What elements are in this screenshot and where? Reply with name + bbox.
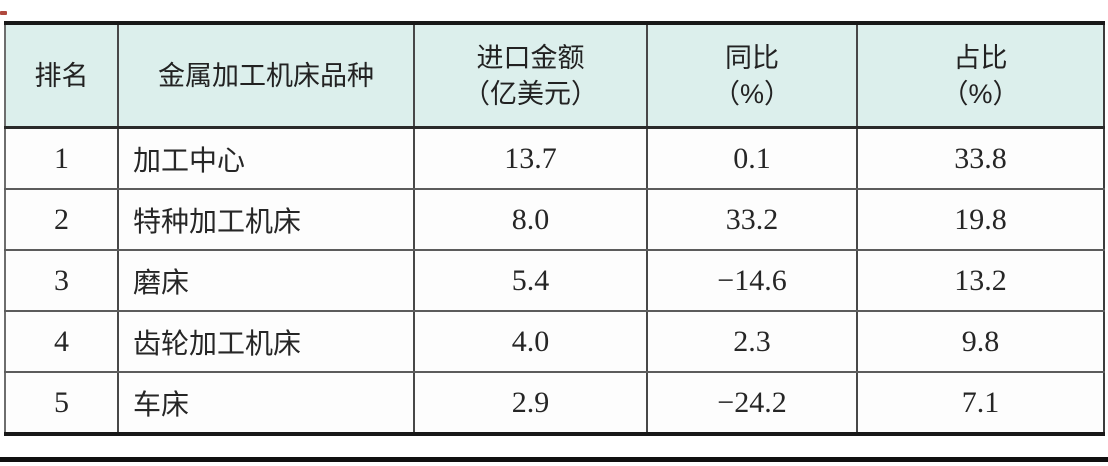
cell-share: 33.8 xyxy=(856,127,1104,190)
page-bottom-rule xyxy=(0,457,1108,462)
table-row: 5 车床 2.9 −24.2 7.1 xyxy=(5,372,1104,434)
table-row: 2 特种加工机床 8.0 33.2 19.8 xyxy=(5,189,1104,251)
header-share-line1: 占比 xyxy=(953,42,1008,73)
cell-share: 13.2 xyxy=(856,250,1104,312)
scan-artifact-red-mark xyxy=(0,11,7,15)
cell-yoy: −14.6 xyxy=(646,250,857,312)
cell-import-amount: 8.0 xyxy=(413,189,647,251)
cell-category: 特种加工机床 xyxy=(117,189,414,251)
table-header: 排名 金属加工机床品种 进口金额 （亿美元） 同比 （%） 占比 （%） xyxy=(5,23,1104,129)
machine-tool-import-table: 排名 金属加工机床品种 进口金额 （亿美元） 同比 （%） 占比 （%） 1 xyxy=(4,21,1105,436)
header-yoy-line1: 同比 xyxy=(725,42,779,73)
header-yoy-line2: （%） xyxy=(712,78,791,109)
cell-import-amount: 2.9 xyxy=(413,372,647,434)
cell-import-amount: 5.4 xyxy=(413,250,647,312)
header-cell-share: 占比 （%） xyxy=(856,23,1104,129)
cell-share: 7.1 xyxy=(856,372,1104,434)
cell-import-amount: 13.7 xyxy=(413,127,647,190)
header-cell-import-amount: 进口金额 （亿美元） xyxy=(413,23,647,129)
cell-rank: 4 xyxy=(5,311,118,373)
cell-yoy: −24.2 xyxy=(646,372,857,434)
table-body: 1 加工中心 13.7 0.1 33.8 2 特种加工机床 8.0 33.2 1… xyxy=(5,127,1104,434)
cell-category: 磨床 xyxy=(117,250,414,312)
header-cell-rank: 排名 xyxy=(5,23,118,129)
header-cell-category: 金属加工机床品种 xyxy=(117,23,414,129)
cell-rank: 5 xyxy=(5,372,118,434)
header-import-line2: （亿美元） xyxy=(463,78,598,109)
header-row: 排名 金属加工机床品种 进口金额 （亿美元） 同比 （%） 占比 （%） xyxy=(5,23,1104,129)
header-share-line2: （%） xyxy=(941,78,1020,109)
cell-rank: 1 xyxy=(5,127,118,190)
table-row: 4 齿轮加工机床 4.0 2.3 9.8 xyxy=(5,311,1104,373)
cell-rank: 2 xyxy=(5,189,118,251)
cell-category: 车床 xyxy=(117,372,414,434)
cell-import-amount: 4.0 xyxy=(413,311,647,373)
cell-category: 加工中心 xyxy=(117,127,414,190)
cell-share: 19.8 xyxy=(856,189,1104,251)
table-row: 3 磨床 5.4 −14.6 13.2 xyxy=(5,250,1104,312)
cell-yoy: 33.2 xyxy=(646,189,857,251)
cell-category: 齿轮加工机床 xyxy=(117,311,414,373)
cell-yoy: 2.3 xyxy=(646,311,857,373)
header-cell-yoy: 同比 （%） xyxy=(646,23,857,129)
header-import-line1: 进口金额 xyxy=(476,42,585,73)
cell-yoy: 0.1 xyxy=(646,127,857,190)
cell-share: 9.8 xyxy=(856,311,1104,373)
cell-rank: 3 xyxy=(5,250,118,312)
table-row: 1 加工中心 13.7 0.1 33.8 xyxy=(5,127,1104,190)
